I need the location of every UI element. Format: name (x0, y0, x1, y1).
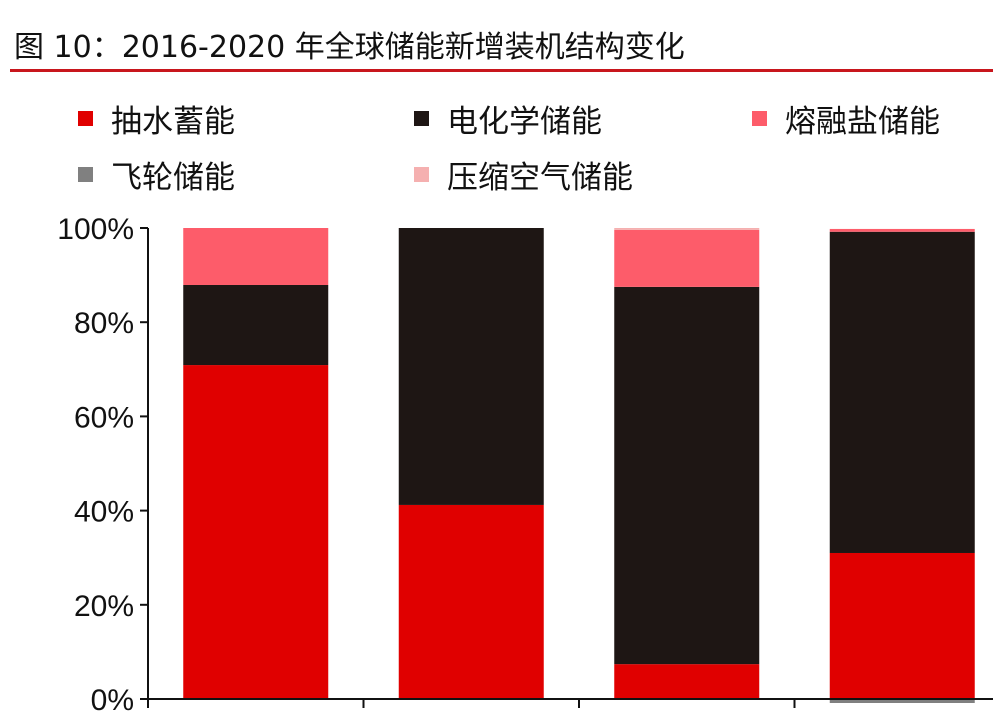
bar-segment (183, 228, 329, 285)
legend-item-molten-salt: 熔融盐储能 (752, 96, 940, 141)
legend-label: 熔融盐储能 (785, 104, 940, 140)
bar-segment (614, 229, 760, 287)
y-tick-label: 60% (74, 401, 134, 434)
bar-segment (183, 284, 329, 366)
bar-segment (829, 699, 975, 703)
legend-swatch (414, 167, 429, 182)
y-tick-label: 100% (57, 213, 134, 246)
bar-segment (183, 365, 329, 699)
legend-label: 抽水蓄能 (111, 104, 235, 140)
title-divider (10, 69, 993, 72)
y-tick-label: 20% (74, 590, 134, 623)
legend-item-electrochemical: 电化学储能 (414, 96, 602, 141)
bar-segment (614, 228, 760, 230)
bar-segment (829, 228, 975, 232)
legend-item-compressed-air: 压缩空气储能 (414, 152, 633, 197)
bar-segment (614, 664, 760, 699)
legend-label: 压缩空气储能 (447, 160, 633, 196)
bar-segment (614, 286, 760, 665)
bar-segment (398, 228, 544, 505)
y-tick-label: 0% (91, 684, 134, 716)
chart-title: 图 10：2016-2020 年全球储能新增装机结构变化 (14, 30, 685, 65)
y-tick-label: 40% (74, 496, 134, 529)
y-tick-label: 80% (74, 307, 134, 340)
legend-label: 电化学储能 (447, 104, 602, 140)
bar-segment (829, 552, 975, 699)
legend-swatch (78, 167, 93, 182)
legend-label: 飞轮储能 (111, 160, 235, 196)
legend-item-flywheel: 飞轮储能 (78, 152, 235, 197)
bar-segment (829, 231, 975, 553)
legend-item-pumped-hydro: 抽水蓄能 (78, 96, 235, 141)
legend-swatch (78, 111, 93, 126)
legend-swatch (414, 111, 429, 126)
legend-swatch (752, 111, 767, 126)
bar-segment (398, 504, 544, 699)
